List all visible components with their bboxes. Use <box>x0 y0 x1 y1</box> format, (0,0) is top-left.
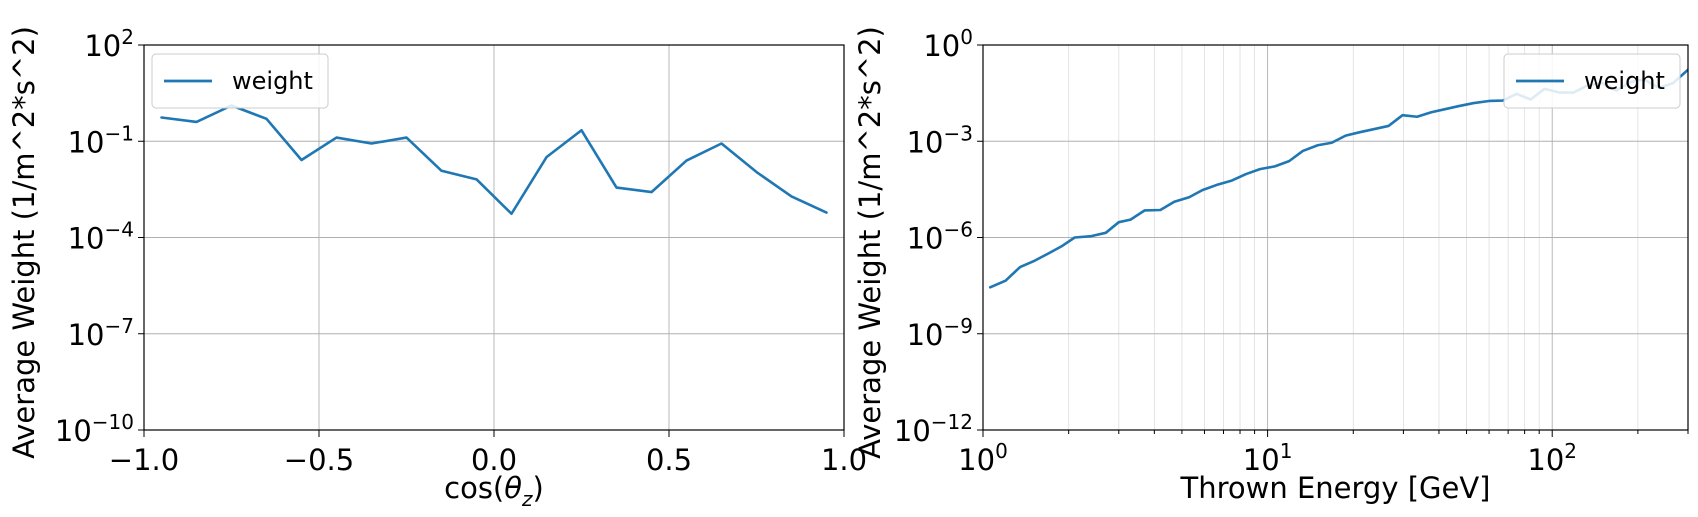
plot-frame <box>143 44 845 431</box>
y-tick-label: 10−1 <box>68 121 134 159</box>
x-tick-label: 1.0 <box>821 443 867 477</box>
y-axis-label: Average Weight (1/m^2*s^2) <box>853 26 887 459</box>
y-tick-label-exponent: −9 <box>944 314 973 338</box>
x-tick-label: 0.5 <box>646 443 692 477</box>
x-tick-label: 0.0 <box>471 443 517 477</box>
y-tick-label: 10−4 <box>68 218 134 256</box>
y-axis-label: Average Weight (1/m^2*s^2) <box>7 26 41 459</box>
y-tick-label-base: 10 <box>907 222 944 256</box>
x-tick-label-base: 10 <box>1243 443 1280 477</box>
y-tick-label: 10−12 <box>894 410 973 448</box>
y-tick-label-exponent: −4 <box>105 218 134 242</box>
x-tick-label: 101 <box>1243 439 1293 477</box>
y-tick-label-base: 10 <box>923 29 960 63</box>
y-tick-label-base: 10 <box>894 414 931 448</box>
legend-box <box>1503 53 1681 109</box>
legend: weight <box>1503 53 1681 109</box>
x-tick-label: −1.0 <box>109 443 179 477</box>
x-tick-label-exponent: 2 <box>1564 439 1577 463</box>
y-tick-label: 100 <box>923 25 973 63</box>
legend: weight <box>151 53 329 109</box>
y-tick-label: 10−10 <box>55 410 134 448</box>
x-axis-label-prefix: cos( <box>444 471 504 505</box>
y-tick-label-base: 10 <box>907 125 944 159</box>
y-tick-label-exponent: −1 <box>105 121 134 145</box>
legend-box <box>151 53 329 109</box>
y-tick-label-exponent: 0 <box>960 25 973 49</box>
y-tick-label-exponent: 2 <box>121 25 134 49</box>
x-tick-label: 100 <box>958 439 1008 477</box>
y-tick-label-base: 10 <box>68 125 105 159</box>
plot-frame <box>982 44 1689 431</box>
y-tick-label-exponent: −3 <box>944 121 973 145</box>
x-axis-label-subscript: z <box>521 487 533 511</box>
y-tick-label-exponent: −12 <box>931 410 973 434</box>
y-tick-label: 10−9 <box>907 314 973 352</box>
y-tick-label: 10−6 <box>907 218 973 256</box>
x-axis-label: cos(θz) <box>444 471 544 511</box>
y-tick-label-exponent: −10 <box>92 410 134 434</box>
y-tick-label-base: 10 <box>55 414 92 448</box>
legend-label: weight <box>232 67 313 95</box>
x-tick-label-base: 10 <box>1527 443 1564 477</box>
y-tick-label: 102 <box>84 25 134 63</box>
series-line-weight <box>160 104 828 216</box>
x-tick-label-exponent: 0 <box>995 439 1008 463</box>
y-tick-label: 10−3 <box>907 121 973 159</box>
x-axis-label: Thrown Energy [GeV] <box>1180 471 1491 505</box>
x-tick-label: −0.5 <box>284 443 354 477</box>
x-axis-label-theta: θ <box>504 471 522 505</box>
y-tick-label-base: 10 <box>84 29 121 63</box>
x-axis-label-suffix: ) <box>533 471 544 505</box>
x-tick-label-exponent: 1 <box>1280 439 1293 463</box>
x-tick-label: 102 <box>1527 439 1577 477</box>
y-tick-label: 10−7 <box>68 314 134 352</box>
y-tick-label-exponent: −7 <box>105 314 134 338</box>
legend-label: weight <box>1584 67 1665 95</box>
y-tick-label-base: 10 <box>68 318 105 352</box>
y-tick-label-exponent: −6 <box>944 218 973 242</box>
y-tick-label-base: 10 <box>907 318 944 352</box>
y-tick-label-base: 10 <box>68 222 105 256</box>
x-tick-label-base: 10 <box>958 443 995 477</box>
